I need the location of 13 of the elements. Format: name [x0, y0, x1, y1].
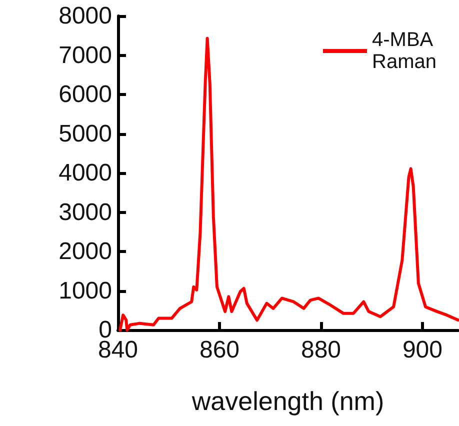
y-tick-label: 3000	[58, 198, 112, 226]
y-tick-label: 5000	[58, 120, 112, 148]
y-tick-label: 7000	[58, 42, 112, 69]
y-tick-label: 4000	[58, 160, 112, 186]
x-tick-label: 860	[199, 336, 240, 364]
x-tick-label: 880	[300, 336, 342, 364]
legend-label: 4-MBA Raman	[372, 29, 438, 73]
y-tick-label: 2000	[58, 238, 112, 265]
x-axis-title: wavelength (nm)	[190, 386, 384, 416]
y-tick-label: 8000	[58, 2, 112, 30]
x-tick-label: 900	[402, 336, 442, 364]
y-tick-label: 6000	[58, 81, 112, 108]
y-tick-label: 1000	[58, 277, 112, 304]
